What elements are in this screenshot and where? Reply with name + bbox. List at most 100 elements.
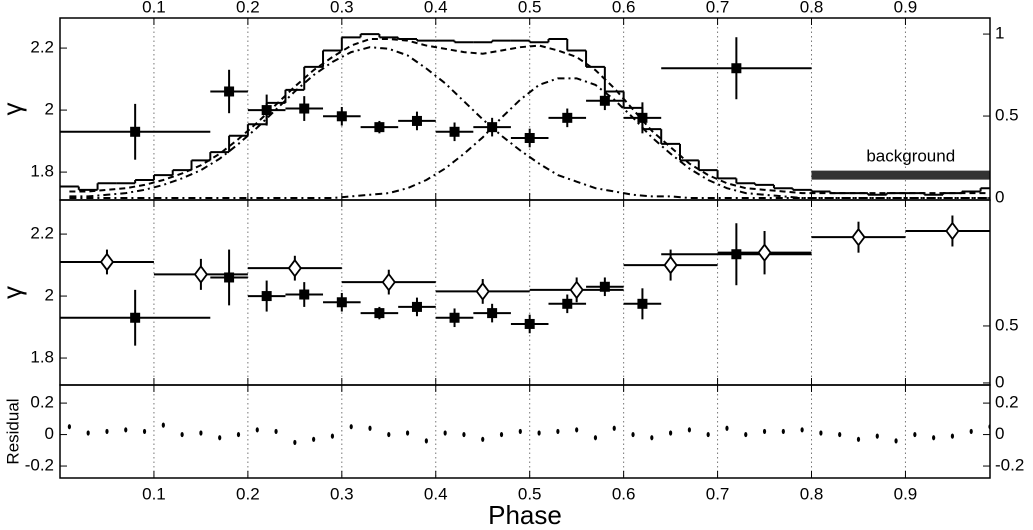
y-tick-label: 0 xyxy=(45,424,54,443)
x-tick-label: 0.1 xyxy=(142,484,166,503)
y-axis-label: γ xyxy=(0,286,27,299)
background-label: background xyxy=(866,147,955,166)
square-marker xyxy=(731,63,742,74)
square-marker xyxy=(599,281,610,292)
residual-point xyxy=(86,430,90,436)
model-curve xyxy=(69,46,990,200)
square-marker xyxy=(562,298,573,309)
residual-point xyxy=(67,424,71,430)
residual-point xyxy=(575,427,579,433)
x-tick-label: 0.7 xyxy=(706,0,730,16)
residual-point xyxy=(161,422,165,428)
residual-point xyxy=(142,428,147,435)
residual-point xyxy=(274,428,278,435)
diamond-marker xyxy=(851,227,866,247)
residual-point xyxy=(762,428,767,435)
square-marker xyxy=(130,126,141,137)
residual-point xyxy=(405,430,410,436)
y2-tick-label: 0.2 xyxy=(995,393,1019,412)
y2-tick-label: 0 xyxy=(995,424,1004,443)
residual-point xyxy=(518,428,522,435)
x-tick-label: 0.3 xyxy=(330,484,354,503)
y2-tick-label: 0 xyxy=(995,372,1004,391)
square-marker xyxy=(299,289,310,300)
residual-point xyxy=(199,430,203,436)
diamond-marker xyxy=(663,255,678,275)
square-marker xyxy=(224,272,235,283)
y-tick-label: 1.8 xyxy=(30,348,54,367)
x-tick-label: 0.6 xyxy=(612,0,636,16)
residual-point xyxy=(387,431,391,438)
residual-point xyxy=(781,428,785,435)
square-marker xyxy=(637,112,648,123)
residual-point xyxy=(650,435,654,441)
square-marker xyxy=(336,111,347,122)
residual-point xyxy=(856,436,861,442)
x-tick-label: 0.5 xyxy=(518,484,542,503)
plot-area xyxy=(67,385,990,478)
y-axis-label: γ xyxy=(0,103,27,116)
residual-point xyxy=(950,433,955,439)
y2-tick-label: 0.5 xyxy=(995,106,1019,125)
diamond-marker xyxy=(193,264,209,284)
x-tick-label: 0.9 xyxy=(894,0,918,16)
square-marker xyxy=(524,132,535,143)
residual-point xyxy=(932,435,936,441)
y-tick-label: -0.2 xyxy=(25,456,54,475)
residual-point xyxy=(875,433,879,439)
square-marker xyxy=(261,291,272,302)
residual-point xyxy=(330,433,335,439)
residual-point xyxy=(969,428,973,435)
square-marker xyxy=(130,312,141,323)
residual-point xyxy=(744,431,748,438)
x-tick-label: 0.2 xyxy=(236,0,260,16)
residual-point xyxy=(349,424,353,430)
diamond-marker xyxy=(757,243,772,263)
residual-point xyxy=(481,436,485,442)
square-marker xyxy=(637,298,648,309)
panel-frame xyxy=(59,384,991,479)
square-marker xyxy=(374,308,385,319)
y2-tick-label: -0.2 xyxy=(995,456,1024,475)
square-marker xyxy=(411,115,422,126)
square-marker xyxy=(524,318,535,329)
x-tick-label: 0.2 xyxy=(236,484,260,503)
x-tick-label: 0.4 xyxy=(424,0,448,16)
x-tick-label: 0.4 xyxy=(424,484,448,503)
square-marker xyxy=(487,122,498,133)
residual-point xyxy=(180,431,184,438)
x-tick-label: 0.1 xyxy=(142,0,166,16)
square-marker xyxy=(449,312,460,323)
x-tick-label: 0.8 xyxy=(800,484,824,503)
diamond-marker xyxy=(945,221,960,241)
diamond-marker xyxy=(99,252,115,272)
x-tick-label: 0.9 xyxy=(894,484,918,503)
x-axis-label: Phase xyxy=(488,500,562,530)
residual-point xyxy=(725,425,729,431)
residual-point xyxy=(706,431,710,438)
model-curve xyxy=(69,77,990,200)
residual-point xyxy=(312,436,316,442)
y-tick-label: 0.2 xyxy=(30,393,54,412)
residual-point xyxy=(443,430,447,436)
diamond-marker xyxy=(475,281,490,301)
residual-point xyxy=(537,430,541,436)
x-tick-label: 0.5 xyxy=(518,0,542,16)
residual-point xyxy=(838,431,842,438)
y-tick-label: 2 xyxy=(45,286,54,305)
diamond-marker xyxy=(287,258,302,278)
residual-point xyxy=(462,431,466,438)
residual-point xyxy=(424,438,428,444)
residual-point xyxy=(293,439,297,446)
residual-point xyxy=(800,427,804,433)
square-marker xyxy=(562,112,573,123)
y2-tick-label: 1 xyxy=(995,24,1004,43)
square-marker xyxy=(449,126,460,137)
diamond-marker xyxy=(381,272,396,292)
diamond-marker xyxy=(569,280,584,300)
residual-point xyxy=(368,425,372,431)
plot-area xyxy=(60,18,990,200)
square-marker xyxy=(374,122,385,133)
